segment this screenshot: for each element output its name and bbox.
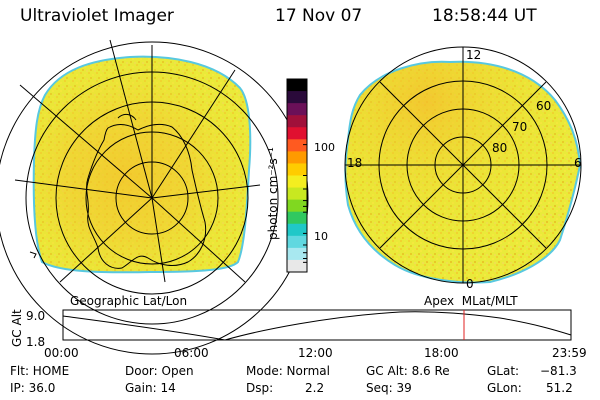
status-gain: Gain: 14 (125, 381, 176, 395)
x-tick-0600: 06:00 (174, 346, 209, 360)
status-door: Door: Open (125, 364, 194, 378)
colorbar (286, 78, 308, 273)
y-tick-high: 9.0 (26, 309, 45, 323)
status-flt: Flt: HOME (10, 364, 70, 378)
y-tick-low: 1.8 (26, 335, 45, 349)
colorbar-tick-low: 10 (314, 230, 328, 243)
colorbar-tick-high: 100 (314, 141, 335, 154)
magnetic-caption: Apex MLat/MLT (424, 294, 518, 308)
colorbar-swatch (287, 235, 307, 249)
mlt-label-18: 18 (347, 156, 362, 170)
colorbar-swatch (287, 247, 307, 261)
mlt-label-0: 0 (466, 277, 474, 291)
x-tick-2359: 23:59 (552, 346, 587, 360)
x-tick-1800: 18:00 (424, 346, 459, 360)
colorbar-swatch (287, 91, 307, 104)
colorbar-swatch (287, 127, 307, 140)
colorbar-swatch (287, 199, 307, 213)
colorbar-swatch (287, 175, 307, 189)
mlt-label-6: 6 (574, 156, 582, 170)
colorbar-swatch (287, 139, 307, 152)
magnetic-map: 12 18 6 0 60 70 80 (344, 46, 582, 291)
status-glon-label: GLon: (487, 381, 522, 395)
colorbar-swatch (287, 259, 307, 273)
colorbar-swatch (287, 211, 307, 225)
instrument-title: Ultraviolet Imager (20, 6, 174, 26)
status-ip: IP: 36.0 (10, 381, 56, 395)
colorbar-swatch (287, 103, 307, 116)
x-tick-0000: 00:00 (44, 346, 79, 360)
status-glat-label: GLat: (487, 364, 520, 378)
mlat-label-70: 70 (512, 120, 527, 134)
x-tick-1200: 12:00 (298, 346, 333, 360)
status-mode: Mode: Normal (246, 364, 330, 378)
status-glat-value: −81.3 (540, 364, 577, 378)
status-dsp-label: Dsp: (246, 381, 274, 395)
status-seq: Seq: 39 (366, 381, 412, 395)
colorbar-swatch (287, 151, 307, 164)
mlat-label-60: 60 (536, 99, 551, 113)
date-label: 17 Nov 07 (275, 6, 363, 26)
colorbar-swatch (287, 115, 307, 128)
mlt-label-12: 12 (466, 48, 481, 62)
geographic-map (0, 39, 309, 355)
colorbar-swatch (287, 79, 307, 92)
altitude-plot: GC Alt 9.0 1.8 00:00 06:00 12:00 18:00 2… (10, 309, 587, 360)
time-label: 18:58:44 UT (432, 6, 537, 26)
geographic-caption: Geographic Lat/Lon (70, 294, 187, 308)
altitude-ylabel: GC Alt (10, 309, 24, 347)
colorbar-swatch (287, 223, 307, 237)
mlat-label-80: 80 (492, 141, 507, 155)
status-glon-value: 51.2 (546, 381, 573, 395)
colorbar-swatch (287, 163, 307, 176)
colorbar-unit-label: photon cm⁻²s⁻¹ (266, 147, 280, 240)
status-dsp-value: 2.2 (305, 381, 325, 395)
status-gcalt: GC Alt: 8.6 Re (366, 364, 450, 378)
colorbar-swatch (287, 187, 307, 201)
